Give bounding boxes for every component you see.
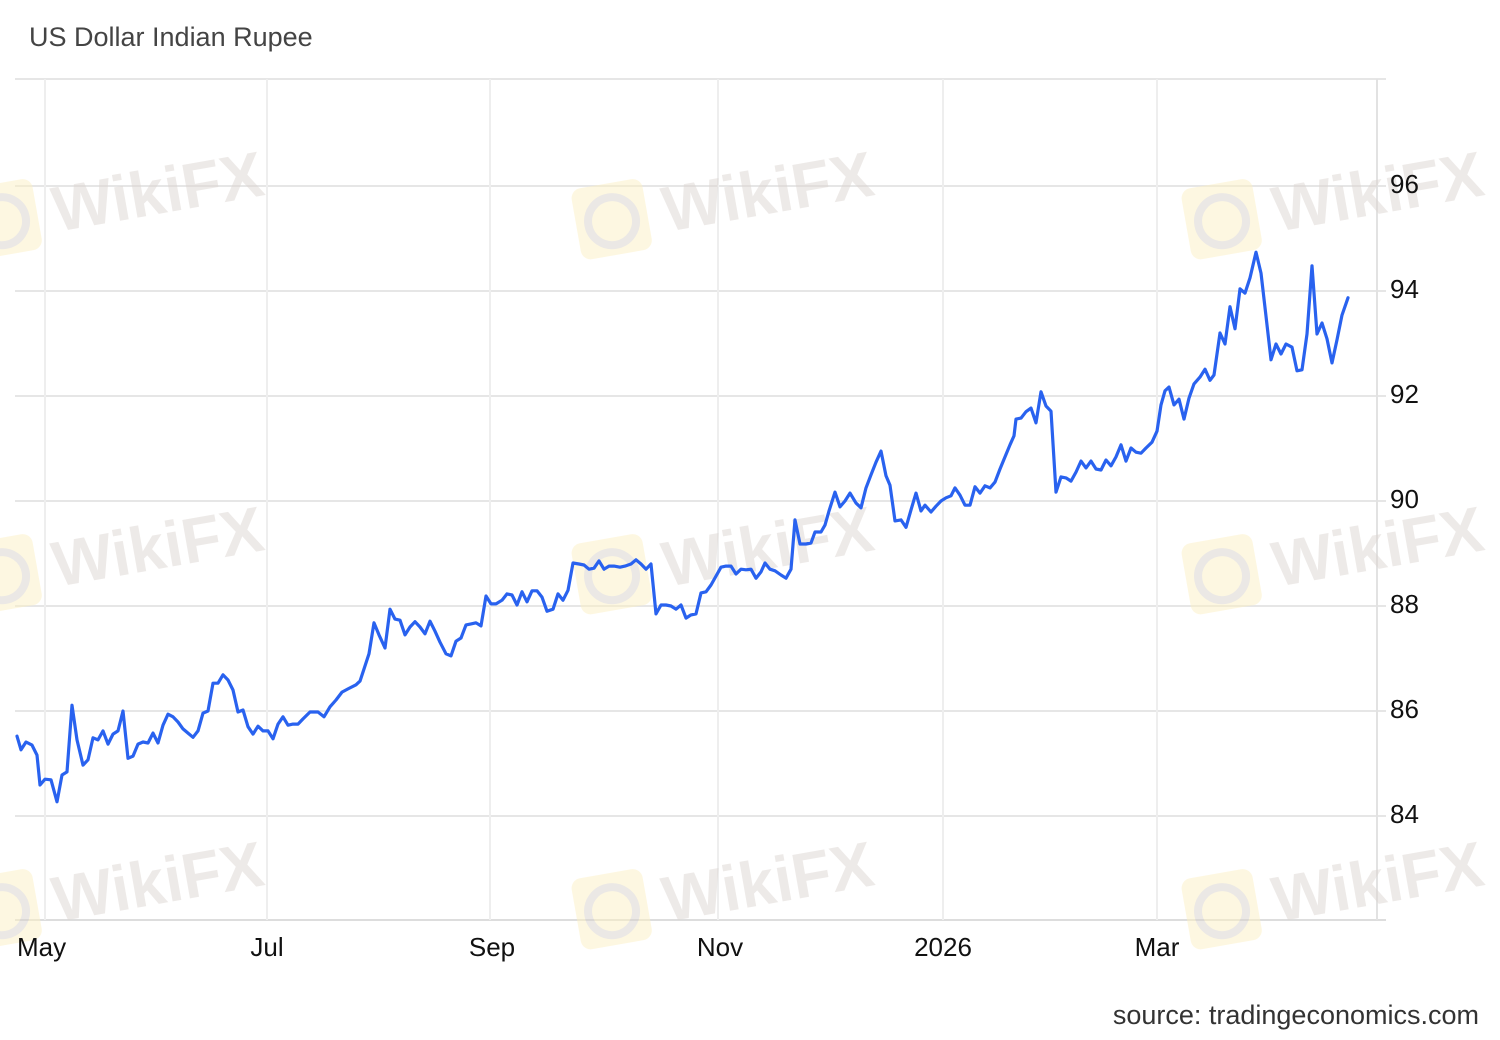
y-tick-label: 84 [1390, 799, 1419, 829]
x-tick-label: 2026 [914, 932, 972, 962]
x-tick-label: Jul [250, 932, 284, 962]
svg-text:WikiFX: WikiFX [47, 138, 269, 246]
chart-title: US Dollar Indian Rupee [29, 22, 313, 52]
y-tick-label: 92 [1390, 379, 1419, 409]
y-tick-label: 88 [1390, 589, 1419, 619]
y-tick-label: 96 [1390, 169, 1419, 199]
y-tick-label: 94 [1390, 274, 1419, 304]
x-tick-label: Mar [1134, 932, 1180, 962]
x-tick-label: Sep [468, 932, 516, 962]
source-credit: source: tradingeconomics.com [1112, 1000, 1479, 1030]
x-tick-label: Nov [696, 932, 744, 962]
svg-text:WikiFX: WikiFX [657, 493, 879, 601]
y-tick-label: 90 [1390, 484, 1419, 514]
svg-text:WikiFX: WikiFX [47, 493, 269, 601]
y-tick-label: 86 [1390, 694, 1419, 724]
svg-text:WikiFX: WikiFX [657, 138, 879, 246]
usdinr-line [15, 250, 1350, 804]
x-tick-label: May [17, 932, 67, 962]
